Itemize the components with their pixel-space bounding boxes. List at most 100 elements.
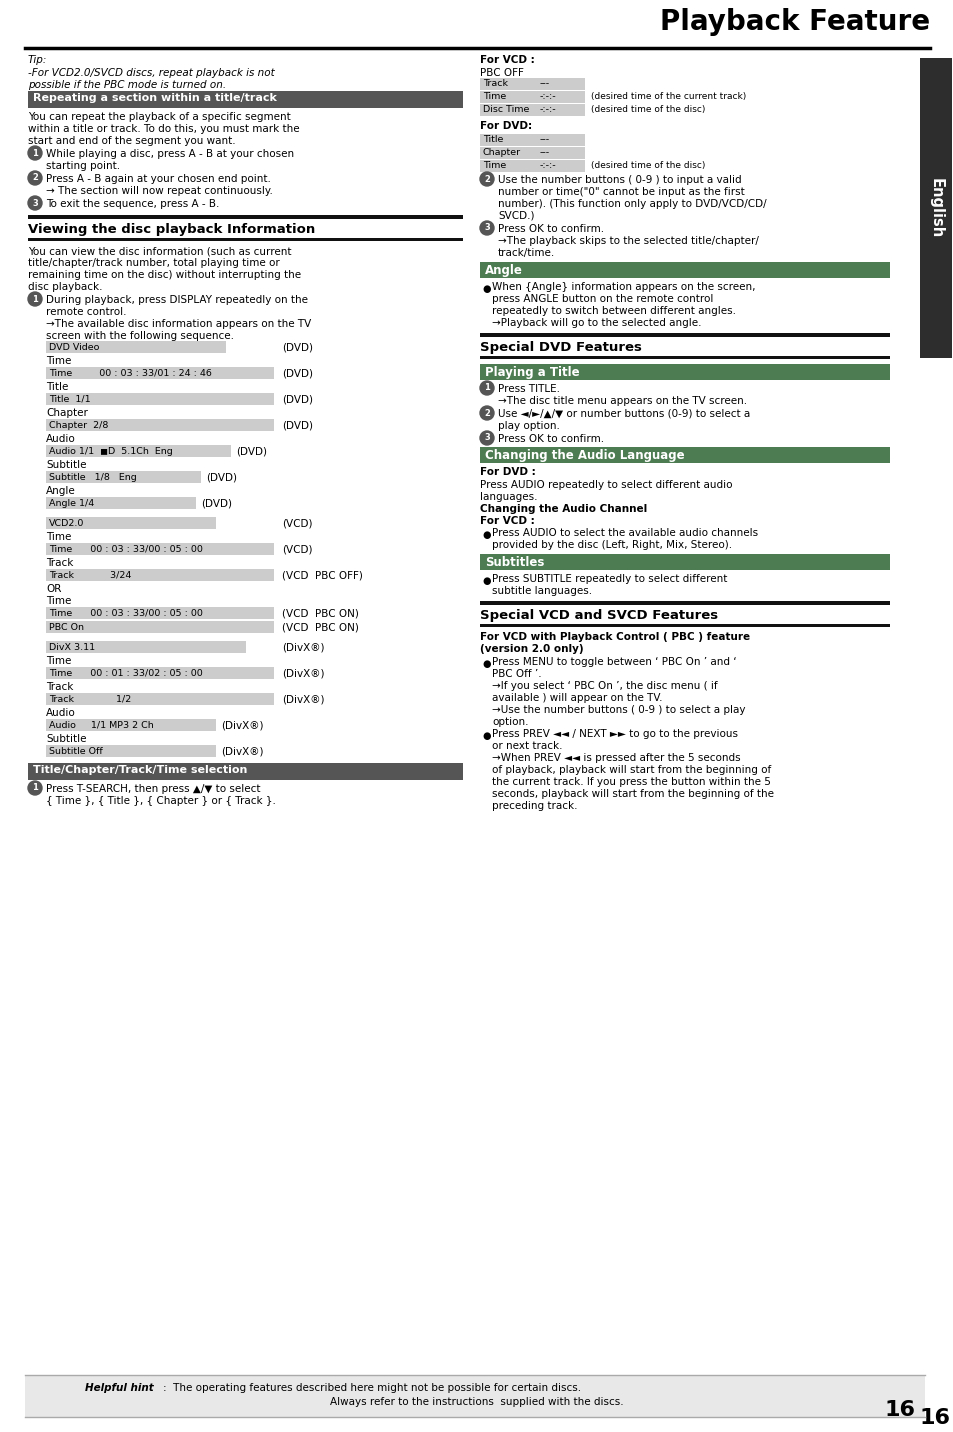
Text: Subtitle: Subtitle	[46, 460, 87, 470]
Text: Repeating a section within a title/track: Repeating a section within a title/track	[33, 93, 276, 103]
Text: remaining time on the disc) without interrupting the: remaining time on the disc) without inte…	[28, 271, 301, 281]
Text: → The section will now repeat continuously.: → The section will now repeat continuous…	[46, 186, 273, 196]
Text: (DVD): (DVD)	[282, 394, 313, 404]
Text: 1: 1	[32, 783, 38, 792]
Text: Track: Track	[46, 682, 73, 692]
Text: Track: Track	[46, 558, 73, 569]
Text: -:-:-: -:-:-	[539, 92, 556, 102]
Bar	[479, 601, 889, 604]
Text: Subtitle: Subtitle	[46, 735, 87, 745]
Text: Time         00 : 03 : 33/01 : 24 : 46: Time 00 : 03 : 33/01 : 24 : 46	[49, 368, 212, 378]
Text: Time      00 : 01 : 33/02 : 05 : 00: Time 00 : 01 : 33/02 : 05 : 00	[49, 669, 203, 677]
Text: 16: 16	[919, 1408, 950, 1428]
Text: ●: ●	[481, 576, 490, 586]
Text: DivX 3.11: DivX 3.11	[49, 643, 95, 652]
Text: DVD Video: DVD Video	[49, 342, 99, 351]
Text: 3: 3	[32, 199, 38, 208]
Circle shape	[28, 780, 42, 795]
Bar	[46, 719, 215, 730]
Text: When {Angle} information appears on the screen,: When {Angle} information appears on the …	[492, 282, 755, 292]
Text: (DivX®): (DivX®)	[282, 667, 324, 677]
Text: For VCD :: For VCD :	[479, 516, 535, 526]
Text: 16: 16	[884, 1400, 915, 1421]
Text: For VCD with Playback Control ( PBC ) feature: For VCD with Playback Control ( PBC ) fe…	[479, 632, 749, 642]
Text: Title: Title	[46, 382, 69, 392]
Text: Track            3/24: Track 3/24	[49, 570, 132, 580]
Text: Track: Track	[482, 79, 507, 87]
Text: Time: Time	[482, 160, 506, 170]
Text: Audio: Audio	[46, 707, 75, 717]
Text: (DVD): (DVD)	[235, 445, 267, 455]
Bar	[46, 569, 274, 581]
Text: Press OK to confirm.: Press OK to confirm.	[497, 434, 603, 444]
Text: Subtitles: Subtitles	[484, 556, 544, 569]
Text: Changing the Audio Language: Changing the Audio Language	[484, 450, 684, 463]
Bar	[919, 59, 951, 358]
Text: ---: ---	[539, 79, 550, 87]
Text: (desired time of the current track): (desired time of the current track)	[590, 92, 745, 102]
Circle shape	[479, 431, 494, 445]
Bar	[479, 364, 889, 379]
Text: Subtitle Off: Subtitle Off	[49, 746, 103, 756]
Text: -For VCD2.0/SVCD discs, repeat playback is not: -For VCD2.0/SVCD discs, repeat playback …	[28, 67, 274, 77]
Text: While playing a disc, press A - B at your chosen: While playing a disc, press A - B at you…	[46, 149, 294, 159]
Text: ---: ---	[539, 147, 550, 158]
Bar	[479, 624, 889, 627]
Text: ●: ●	[481, 730, 490, 740]
Bar	[479, 262, 889, 278]
Circle shape	[479, 407, 494, 420]
Text: For DVD:: For DVD:	[479, 120, 532, 130]
Text: remote control.: remote control.	[46, 306, 127, 316]
Bar	[46, 543, 274, 556]
Text: 2: 2	[483, 175, 490, 183]
Text: starting point.: starting point.	[46, 160, 120, 170]
Bar	[25, 1375, 924, 1418]
Text: (DVD): (DVD)	[282, 342, 313, 352]
Text: Press AUDIO to select the available audio channels: Press AUDIO to select the available audi…	[492, 528, 758, 538]
Text: (VCD  PBC ON): (VCD PBC ON)	[282, 621, 358, 632]
Text: Press SUBTITLE repeatedly to select different: Press SUBTITLE repeatedly to select diff…	[492, 574, 726, 584]
Circle shape	[479, 172, 494, 186]
Text: Press TITLE.: Press TITLE.	[497, 384, 559, 394]
Text: →If you select ‘ PBC On ’, the disc menu ( if: →If you select ‘ PBC On ’, the disc menu…	[492, 682, 717, 692]
Text: (VCD  PBC ON): (VCD PBC ON)	[282, 609, 358, 619]
Circle shape	[28, 292, 42, 306]
Bar	[46, 471, 201, 483]
Text: Time: Time	[46, 596, 71, 606]
Text: Track              1/2: Track 1/2	[49, 695, 132, 703]
Text: preceding track.: preceding track.	[492, 800, 577, 811]
Text: Chapter: Chapter	[46, 408, 88, 418]
Text: 3: 3	[483, 434, 489, 442]
Bar	[46, 445, 231, 457]
Text: of playback, playback will start from the beginning of: of playback, playback will start from th…	[492, 765, 770, 775]
Text: number). (This function only apply to DVD/VCD/CD/: number). (This function only apply to DV…	[497, 199, 766, 209]
Text: Special VCD and SVCD Features: Special VCD and SVCD Features	[479, 609, 718, 621]
Text: →When PREV ◄◄ is pressed after the 5 seconds: →When PREV ◄◄ is pressed after the 5 sec…	[492, 753, 740, 763]
Text: Time: Time	[46, 533, 71, 541]
Text: English: English	[927, 178, 943, 238]
Text: Chapter  2/8: Chapter 2/8	[49, 421, 109, 430]
Text: (VCD): (VCD)	[282, 518, 313, 528]
Text: During playback, press DISPLAY repeatedly on the: During playback, press DISPLAY repeatedl…	[46, 295, 308, 305]
Text: (DVD): (DVD)	[206, 473, 236, 483]
Text: within a title or track. To do this, you must mark the: within a title or track. To do this, you…	[28, 125, 299, 135]
Text: the current track. If you press the button within the 5: the current track. If you press the butt…	[492, 778, 770, 788]
Text: →The available disc information appears on the TV: →The available disc information appears …	[46, 319, 311, 329]
Bar	[479, 160, 584, 172]
Text: 1: 1	[32, 149, 38, 158]
Text: Time: Time	[46, 357, 71, 367]
Text: VCD2.0: VCD2.0	[49, 518, 84, 527]
Text: Title  1/1: Title 1/1	[49, 394, 91, 404]
Text: Press A - B again at your chosen end point.: Press A - B again at your chosen end poi…	[46, 175, 271, 183]
Text: ●: ●	[481, 530, 490, 540]
Bar	[46, 642, 246, 653]
Text: Audio: Audio	[46, 434, 75, 444]
Bar	[28, 215, 462, 219]
Circle shape	[28, 146, 42, 160]
Text: Press OK to confirm.: Press OK to confirm.	[497, 223, 603, 233]
Text: number or time("0" cannot be input as the first: number or time("0" cannot be input as th…	[497, 188, 744, 198]
Text: { Time }, { Title }, { Chapter } or { Track }.: { Time }, { Title }, { Chapter } or { Tr…	[46, 796, 275, 806]
Text: To exit the sequence, press A - B.: To exit the sequence, press A - B.	[46, 199, 219, 209]
Text: or next track.: or next track.	[492, 740, 562, 750]
Text: Playback Feature: Playback Feature	[659, 9, 929, 36]
